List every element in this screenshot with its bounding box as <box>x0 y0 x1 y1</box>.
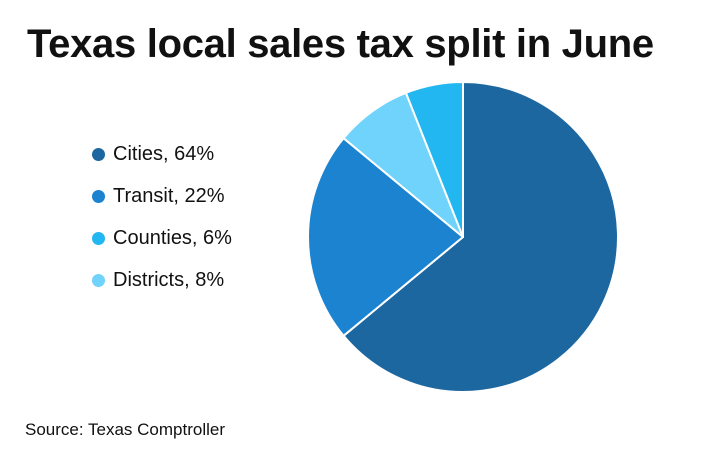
legend-swatch-districts <box>92 273 105 287</box>
legend-item-counties: Counties, 6% <box>92 217 232 259</box>
legend-swatch-transit <box>92 189 105 203</box>
legend-label-counties: Counties, 6% <box>113 226 232 249</box>
pie-slice-counties <box>404 81 464 238</box>
legend-item-transit: Transit, 22% <box>92 175 232 217</box>
legend-item-districts: Districts, 8% <box>92 259 232 301</box>
pie-slice-transit <box>307 137 464 337</box>
legend-label-transit: Transit, 22% <box>113 184 225 207</box>
legend-label-cities: Cities, 64% <box>113 142 215 165</box>
pie-slice-cities <box>342 81 619 393</box>
chart-title: Texas local sales tax split in June <box>27 22 654 66</box>
legend-label-districts: Districts, 8% <box>113 268 225 291</box>
legend-swatch-cities <box>92 147 105 161</box>
legend-item-cities: Cities, 64% <box>92 133 232 175</box>
source-note: Source: Texas Comptroller <box>25 420 225 439</box>
legend-swatch-counties <box>92 231 105 245</box>
chart-legend: Cities, 64% Transit, 22% Counties, 6% Di… <box>92 133 232 301</box>
